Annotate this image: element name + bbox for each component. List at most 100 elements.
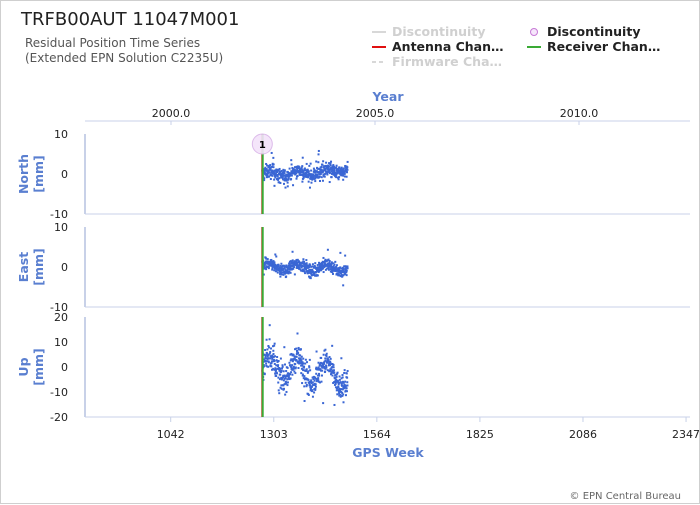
residual-point [342,174,345,177]
residual-point [297,352,300,355]
residual-point [302,265,305,268]
residual-point [305,385,308,388]
residual-point [328,260,331,263]
residual-point [324,348,327,351]
residual-point [276,266,279,269]
residual-point [310,382,313,385]
residual-point [276,174,279,177]
residual-point [310,272,313,275]
residual-point [283,170,286,173]
residual-point [287,374,290,377]
residual-point [296,332,299,335]
residual-point [269,164,272,167]
residual-point [296,168,299,171]
residual-point [317,266,320,269]
residual-point [314,171,317,174]
panel-y-unit: [mm] [31,248,46,285]
residual-point [322,267,325,270]
residual-point [307,171,310,174]
residual-point [303,375,306,378]
panel-y-tick-label: 10 [54,221,68,234]
residual-point [328,261,331,264]
residual-point [317,153,320,156]
residual-point [269,262,272,265]
residual-point [301,169,304,172]
residual-point [319,173,322,176]
residual-point [280,273,283,276]
residual-point [323,261,326,264]
residual-point [320,380,323,383]
residual-point [273,264,276,267]
residual-point [268,338,271,341]
legend-item-discontinuity-line[interactable]: Discontinuity [372,24,485,39]
legend-label: Receiver Chan… [547,39,660,54]
residual-point [326,361,329,364]
residual-point [313,264,316,267]
legend-item-receiver-change[interactable]: Receiver Chan… [527,39,660,54]
residual-point [330,160,333,163]
residual-point [265,352,268,355]
residual-point [283,174,286,177]
residual-point [284,179,287,182]
legend-item-firmware-change[interactable]: Firmware Cha… [372,54,502,69]
residual-point [297,348,300,351]
residual-point [274,176,277,179]
residual-point [345,175,348,178]
residual-point [342,178,345,181]
residual-point [262,273,265,276]
residual-point [342,168,345,171]
residual-point [273,342,276,345]
residual-point [307,176,310,179]
residual-point [295,170,298,173]
residual-point [339,275,342,278]
residual-point [274,367,277,370]
residual-point [332,262,335,265]
residual-point [289,267,292,270]
residual-point [299,357,302,360]
residual-point [304,169,307,172]
residual-point [339,393,342,396]
residual-point [301,156,304,159]
legend-swatch-circle [530,28,538,36]
residual-point [317,149,320,152]
residual-point [322,271,325,274]
residual-point [296,167,299,170]
legend-item-antenna-change[interactable]: Antenna Chan… [372,39,504,54]
bottom-axis-tick-label: 1825 [466,428,494,441]
legend-item-discontinuity-circle[interactable]: Discontinuity [530,24,641,39]
residual-point [296,350,299,353]
residual-point [340,357,343,360]
residual-point [293,355,296,358]
residual-point [268,260,271,263]
residual-point [272,367,275,370]
residual-point [326,369,329,372]
residual-point [267,353,270,356]
residual-point [274,372,277,375]
residual-point [287,272,290,275]
residual-point [323,262,326,265]
residual-point [325,161,328,164]
residual-point [341,391,344,394]
residual-point [272,172,275,175]
residual-point [346,267,349,270]
residual-point [266,174,269,177]
residual-point [337,386,340,389]
residual-point [344,169,347,172]
residual-point [268,324,271,327]
residual-point [346,381,349,384]
residual-point [280,384,283,387]
residual-point [265,169,268,172]
residual-point [301,261,304,264]
residual-point [342,401,345,404]
residual-point [325,365,328,368]
residual-point [267,357,270,360]
residual-point [341,373,344,376]
residual-point [317,171,320,174]
residual-point [264,359,267,362]
residual-point [302,369,305,372]
residual-point [336,393,339,396]
residual-point [343,371,346,374]
residual-point [300,372,303,375]
residual-point [295,262,298,265]
residual-point [326,357,329,360]
